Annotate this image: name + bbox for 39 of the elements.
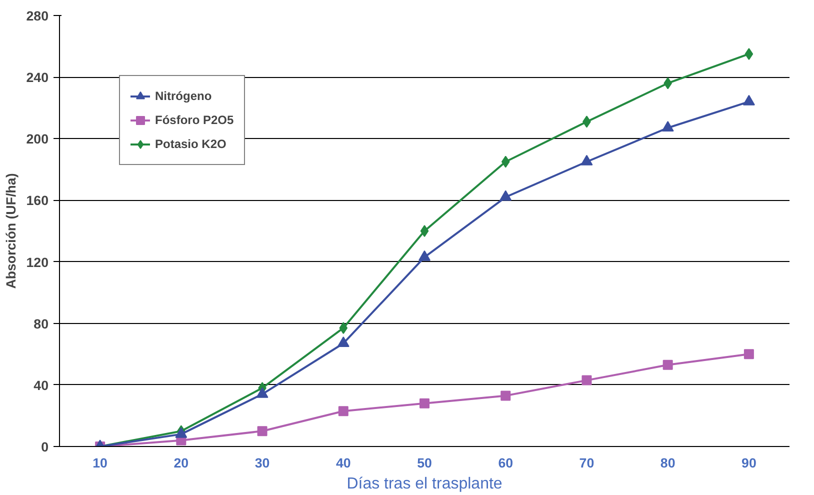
point [500, 190, 512, 201]
x-axis-title: Días tras el trasplante [346, 476, 502, 492]
y-tick-label: 120 [26, 254, 49, 270]
x-tick-label: 60 [498, 456, 514, 470]
legend-label: Potasio K2O [155, 137, 226, 151]
x-tick-label: 40 [336, 456, 351, 470]
point [662, 360, 673, 370]
y-tick-label: 160 [26, 193, 49, 208]
y-tick-label: 40 [34, 378, 49, 393]
y-tick-label: 200 [26, 132, 49, 147]
point [744, 48, 754, 60]
x-tick-label: 80 [660, 456, 676, 470]
x-tick-label: 30 [254, 456, 270, 470]
y-tick-label: 80 [34, 316, 49, 332]
point [420, 225, 429, 237]
point [501, 156, 510, 168]
point [420, 398, 430, 408]
x-tick-label: 10 [92, 456, 108, 470]
x-tick-label: 90 [742, 456, 756, 470]
point [582, 375, 592, 386]
legend-label: Nitrógeno [155, 89, 212, 103]
point [500, 390, 511, 401]
x-tick-label: 70 [579, 456, 594, 470]
y-tick-label: 0 [41, 440, 49, 454]
point [418, 250, 430, 261]
y-axis-title: Absorción (UF/ha) [3, 173, 18, 289]
x-tick-label: 50 [417, 456, 432, 470]
point [744, 349, 754, 360]
point [337, 336, 350, 348]
point [257, 426, 268, 436]
y-tick-label: 240 [26, 70, 49, 86]
point [339, 322, 348, 334]
legend-label: Fósforo P2O5 [155, 113, 234, 127]
point [742, 94, 755, 106]
point [338, 406, 348, 416]
x-tick-label: 20 [174, 456, 189, 470]
point [662, 121, 674, 132]
point [580, 154, 593, 166]
y-tick-label: 280 [26, 8, 49, 24]
